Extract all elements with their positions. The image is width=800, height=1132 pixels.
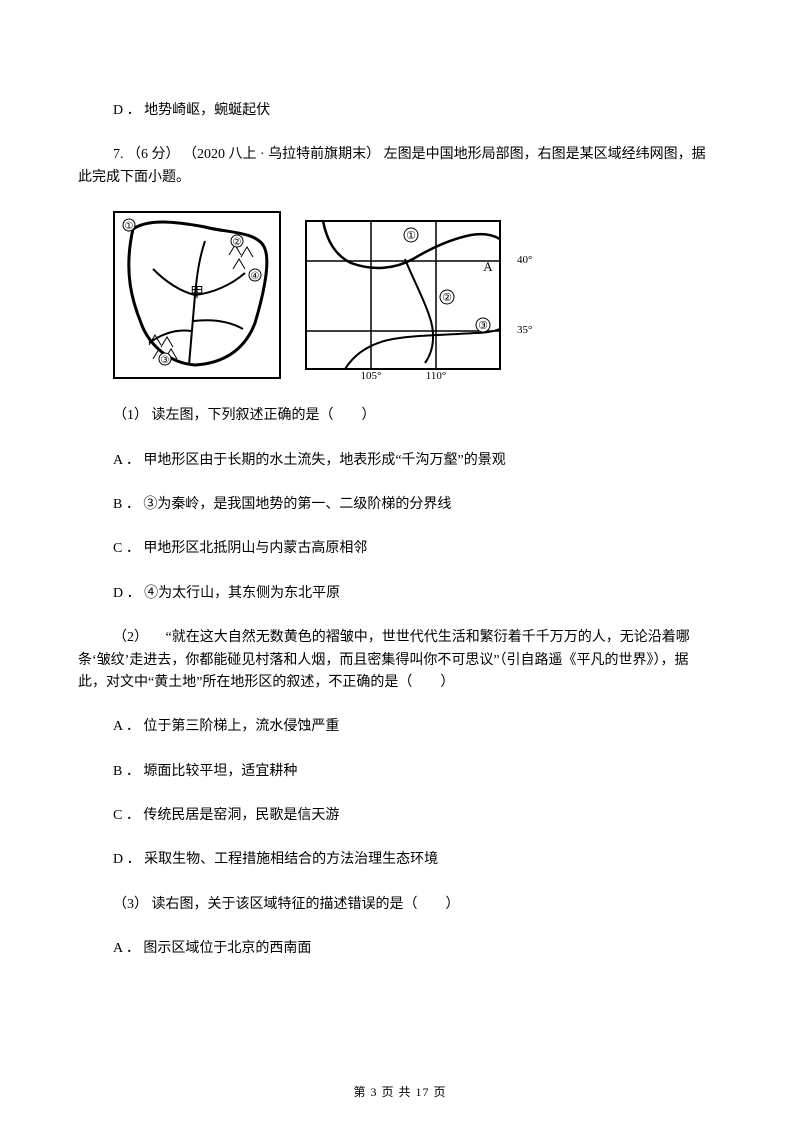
- svg-text:③: ③: [161, 355, 170, 366]
- svg-text:105°: 105°: [361, 370, 382, 379]
- right-map-figure: 105° 110° 40° 35° ① ② ③ A: [305, 211, 537, 379]
- figure-row: ② ④ ③ ① 甲 105° 110° 40° 35° ① ② ③ A: [113, 211, 715, 379]
- svg-text:③: ③: [478, 320, 488, 332]
- svg-text:②: ②: [233, 237, 242, 248]
- q7-1-opt-d: D ． ④为太行山，其东侧为东北平原: [85, 583, 715, 605]
- q7-2-stem: （2） “就在这大自然无数黄色的褶皱中，世世代代生活和繁衍着千千万万的人，无论沿…: [78, 627, 715, 694]
- svg-text:110°: 110°: [426, 370, 447, 379]
- q7-2-opt-d: D ． 采取生物、工程措施相结合的方法治理生态环境: [85, 849, 715, 871]
- q7-1-opt-c: C ． 甲地形区北抵阴山与内蒙古高原相邻: [85, 538, 715, 560]
- left-map-figure: ② ④ ③ ① 甲: [113, 211, 281, 379]
- q7-header: 7. （6 分） （2020 八上 · 乌拉特前旗期末） 左图是中国地形局部图，…: [78, 144, 715, 189]
- q7-1-opt-a: A ． 甲地形区由于长期的水土流失，地表形成“千沟万壑”的景观: [85, 450, 715, 472]
- svg-text:②: ②: [442, 292, 452, 304]
- q7-2-opt-c: C ． 传统民居是窑洞，民歌是信天游: [85, 805, 715, 827]
- svg-text:A: A: [483, 259, 493, 274]
- q7-1-stem: （1） 读左图，下列叙述正确的是（ ）: [85, 405, 715, 427]
- svg-text:④: ④: [251, 271, 260, 282]
- svg-text:35°: 35°: [517, 324, 532, 336]
- option-d-top: D ． 地势崎岖，蜿蜒起伏: [85, 100, 715, 122]
- label-jia: 甲: [190, 286, 204, 301]
- q7-3-opt-a: A ． 图示区域位于北京的西南面: [85, 938, 715, 960]
- svg-text:①: ①: [406, 230, 416, 242]
- q7-2-opt-a: A ． 位于第三阶梯上，流水侵蚀严重: [85, 716, 715, 738]
- q7-2-opt-b: B ． 塬面比较平坦，适宜耕种: [85, 761, 715, 783]
- q7-3-stem: （3） 读右图，关于该区域特征的描述错误的是（ ）: [85, 894, 715, 916]
- svg-text:40°: 40°: [517, 254, 532, 266]
- page-footer: 第 3 页 共 17 页: [0, 1083, 800, 1102]
- svg-text:①: ①: [125, 221, 134, 232]
- q7-1-opt-b: B ． ③为秦岭，是我国地势的第一、二级阶梯的分界线: [85, 494, 715, 516]
